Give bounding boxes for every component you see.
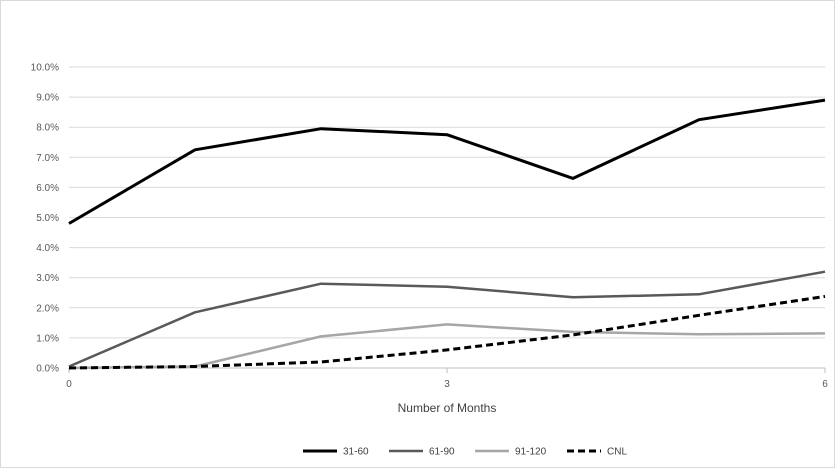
- legend-label: 61-90: [429, 447, 455, 458]
- y-tick-label: 3.0%: [36, 273, 59, 284]
- series-line-61-90: [68, 270, 826, 368]
- y-tick-label: 0.0%: [36, 364, 59, 375]
- y-tick-label: 2.0%: [36, 303, 59, 314]
- x-tick-label: 3: [444, 379, 450, 390]
- y-tick-label: 9.0%: [36, 93, 59, 104]
- y-tick-label: 8.0%: [36, 123, 59, 134]
- y-tick-label: 7.0%: [36, 153, 59, 164]
- x-tick-label: 0: [66, 379, 72, 390]
- legend-label: 31-60: [343, 447, 369, 458]
- y-tick-label: 10.0%: [31, 63, 59, 74]
- y-tick-label: 6.0%: [36, 183, 59, 194]
- legend-item: CNL: [567, 447, 627, 458]
- y-tick-label: 4.0%: [36, 243, 59, 254]
- legend-item: 31-60: [303, 447, 369, 458]
- legend-item: 91-120: [475, 447, 547, 458]
- y-tick-label: 1.0%: [36, 333, 59, 344]
- series-line-31-60: [68, 98, 826, 225]
- y-axis-tick-labels: 0.0% 1.0% 2.0% 3.0% 4.0% 5.0% 6.0% 7.0% 8.0% 9.0%…: [31, 63, 59, 375]
- gridlines: [69, 66, 825, 339]
- x-axis-title: Number of Months: [398, 401, 497, 415]
- legend-item: 61-90: [389, 447, 455, 458]
- legend: 31-60 61-90 91-120 CNL: [303, 447, 627, 458]
- x-tick-label: 6: [822, 379, 828, 390]
- x-axis: 0 3 6: [66, 367, 828, 390]
- legend-label: CNL: [607, 447, 627, 458]
- series-line-91-120: [68, 323, 826, 370]
- legend-label: 91-120: [515, 447, 547, 458]
- series-lines: [68, 98, 826, 370]
- y-tick-label: 5.0%: [36, 213, 59, 224]
- series-line-cnl: [68, 294, 826, 370]
